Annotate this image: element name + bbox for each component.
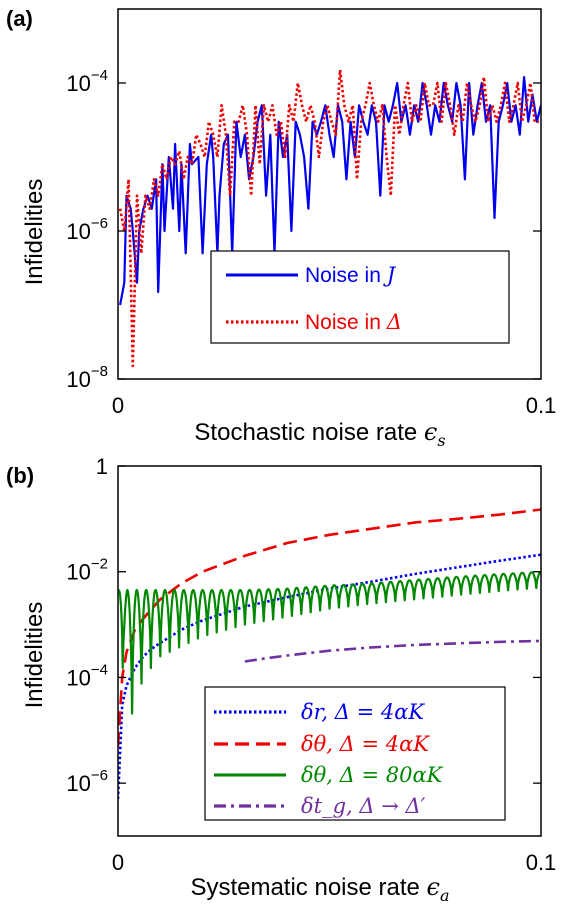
panel-a-legend: Noise in J Noise in Δ (210, 250, 510, 344)
legend-label-delta-tg: δt_g, Δ → Δ′ (301, 794, 426, 818)
x-tick-label: 0 (112, 393, 124, 418)
panel-a-label: (a) (6, 6, 33, 31)
y-tick-label: 1 (96, 454, 108, 479)
y-tick-label: 10−6 (66, 215, 108, 244)
y-tick-base: 1 (96, 454, 108, 479)
y-tick-exp: −6 (91, 215, 108, 232)
legend-label-noise-j-text: Noise in (305, 264, 381, 287)
y-tick-label: 10−6 (66, 767, 108, 796)
panel-a-xlabel-text: Stochastic noise rate (194, 419, 417, 446)
series-line-b-1 (118, 508, 541, 747)
y-tick-exp: −4 (91, 67, 108, 84)
panel-a-frame (117, 8, 542, 380)
legend-label-noise-delta-symbol: Δ (386, 310, 402, 334)
y-tick-base: 10 (66, 560, 90, 585)
y-tick-label: 10−8 (66, 363, 108, 392)
panel-b-ylabel: Infidelities (21, 602, 48, 709)
panel-b-xlabel: Systematic noise rate ϵa (190, 873, 449, 905)
legend-label-delta-theta-4: δθ, Δ = 4αK (301, 732, 430, 756)
panel-b-xlabel-sub: a (440, 886, 450, 905)
panel-a-xlabel: Stochastic noise rate ϵs (194, 418, 445, 450)
panel-a-series (118, 68, 541, 368)
legend-label-noise-j: Noise in J (305, 263, 397, 287)
y-tick-label: 10−4 (66, 661, 108, 690)
y-tick-base: 10 (66, 71, 90, 96)
legend-label-noise-delta: Noise in Δ (305, 310, 402, 334)
panel-a-legend-box (210, 250, 510, 344)
panel-b-legend: δr, Δ = 4αK δθ, Δ = 4αK δθ, Δ = 80αK δt_… (204, 686, 506, 821)
series-line-b-3 (244, 639, 541, 663)
panel-b-y-ticks: 10−610−410−21 (66, 454, 541, 796)
panel-b-x-ticks: 0 0.1 (112, 850, 556, 875)
legend-label-noise-j-symbol: J (383, 263, 397, 287)
panel-b-series (118, 508, 541, 800)
series-line-b-2 (118, 570, 541, 715)
y-tick-base: 10 (66, 219, 90, 244)
y-tick-label: 10−4 (66, 67, 108, 96)
y-tick-base: 10 (66, 665, 90, 690)
x-tick-label: 0.1 (526, 850, 557, 875)
panel-b-frame (117, 465, 542, 837)
panel-a: (a) 10−810−610−4 0 0.1 Infidelities Stoch… (6, 6, 556, 450)
panel-b: (b) 10−610−410−21 0 0.1 Infidelities Syst… (6, 454, 556, 905)
panel-a-y-ticks: 10−810−610−4 (66, 67, 541, 392)
y-tick-exp: −8 (91, 363, 108, 380)
legend-label-noise-delta-text: Noise in (305, 311, 381, 334)
legend-label-delta-theta-80: δθ, Δ = 80αK (301, 763, 444, 787)
series-line-a-0 (119, 76, 541, 306)
legend-label-delta-r: δr, Δ = 4αK (301, 700, 425, 724)
series-line-a-1 (118, 68, 539, 368)
panel-b-xlabel-text: Systematic noise rate (190, 874, 419, 901)
panel-a-xlabel-symbol: ϵ (424, 418, 437, 446)
panel-a-xlabel-sub: s (437, 431, 445, 450)
y-tick-label: 10−2 (66, 556, 108, 585)
panel-a-ylabel: Infidelities (21, 179, 48, 286)
x-tick-label: 0 (112, 850, 124, 875)
panel-b-xlabel-symbol: ϵ (427, 873, 440, 901)
y-tick-exp: −4 (91, 661, 108, 678)
y-tick-exp: −2 (91, 556, 108, 573)
panel-b-legend-box (204, 686, 506, 821)
panel-a-x-ticks: 0 0.1 (112, 393, 556, 418)
x-tick-label: 0.1 (526, 393, 557, 418)
panel-b-label: (b) (6, 463, 34, 488)
y-tick-base: 10 (66, 771, 90, 796)
y-tick-exp: −6 (91, 767, 108, 784)
y-tick-base: 10 (66, 367, 90, 392)
